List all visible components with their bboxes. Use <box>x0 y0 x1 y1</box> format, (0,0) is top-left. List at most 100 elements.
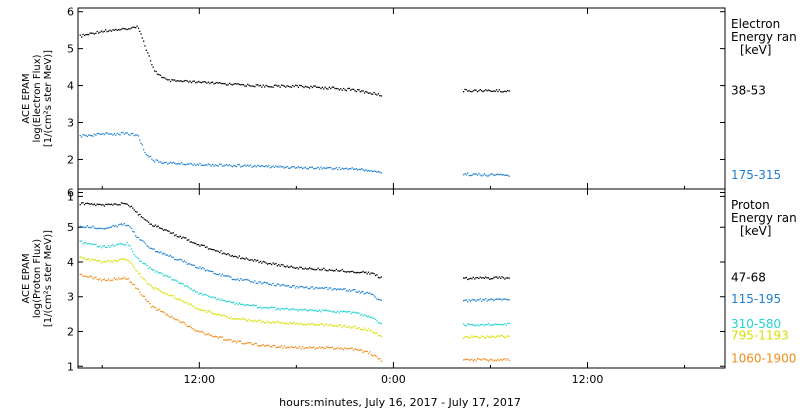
data-point <box>300 323 302 325</box>
data-point <box>370 329 372 331</box>
data-point <box>482 298 484 301</box>
data-point <box>165 78 167 80</box>
data-point <box>344 310 346 313</box>
data-point <box>314 324 316 326</box>
data-point <box>286 307 288 310</box>
data-point <box>165 314 167 316</box>
data-point <box>79 225 81 227</box>
data-point <box>230 276 232 278</box>
data-point <box>486 277 488 279</box>
data-point <box>212 271 214 273</box>
data-point <box>98 132 100 135</box>
data-point <box>258 319 260 321</box>
data-point <box>127 133 130 136</box>
data-point <box>158 272 161 274</box>
data-point <box>174 296 176 299</box>
data-point <box>266 85 269 87</box>
data-point <box>276 85 278 87</box>
data-point <box>136 270 138 272</box>
data-point <box>86 33 88 36</box>
data-point <box>234 82 236 85</box>
data-point <box>278 346 280 348</box>
data-point <box>207 270 210 272</box>
data-point <box>160 251 162 253</box>
data-point <box>175 258 177 261</box>
data-point <box>125 243 127 246</box>
data-point <box>282 166 284 168</box>
data-point <box>130 248 133 250</box>
proton-plot-frame <box>77 188 726 369</box>
data-point <box>240 318 242 321</box>
data-point <box>244 304 246 307</box>
data-point <box>145 153 147 156</box>
data-point <box>154 224 157 226</box>
data-point <box>172 232 174 234</box>
data-point <box>130 205 133 207</box>
data-point <box>500 91 502 93</box>
data-point <box>317 267 319 269</box>
data-point <box>475 300 477 302</box>
data-point <box>79 240 81 242</box>
data-point <box>161 76 163 79</box>
data-point <box>122 202 124 204</box>
data-point <box>309 346 311 348</box>
data-point <box>189 241 191 243</box>
data-point <box>109 246 111 248</box>
data-point <box>361 328 363 331</box>
data-point <box>234 165 236 167</box>
data-point <box>302 286 304 288</box>
data-point <box>338 89 340 91</box>
data-point <box>493 335 495 338</box>
data-point <box>337 310 339 312</box>
data-point <box>108 30 110 32</box>
data-point <box>248 279 250 282</box>
data-point <box>88 33 90 36</box>
data-point <box>497 173 499 175</box>
data-point <box>316 286 318 289</box>
data-point <box>235 165 238 168</box>
data-point <box>132 207 134 209</box>
data-point <box>269 167 271 169</box>
data-point <box>242 257 245 260</box>
data-point <box>147 246 150 248</box>
data-point <box>331 168 333 170</box>
data-point <box>248 165 250 167</box>
data-point <box>259 165 262 168</box>
data-point <box>237 83 239 85</box>
proton-y-tick-label: 2 <box>67 326 74 339</box>
data-point <box>116 243 118 245</box>
data-point <box>313 346 315 348</box>
data-point <box>257 282 259 284</box>
data-point <box>147 52 149 54</box>
data-point <box>269 346 271 348</box>
data-point <box>494 337 496 339</box>
data-point <box>202 164 204 167</box>
data-point <box>113 225 115 227</box>
data-point <box>193 289 195 291</box>
data-point <box>280 284 283 286</box>
data-point <box>476 299 479 301</box>
data-point <box>224 300 226 302</box>
data-point <box>213 336 215 338</box>
data-point <box>202 244 204 246</box>
data-point <box>172 279 174 281</box>
data-point <box>88 258 90 260</box>
data-point <box>351 88 353 90</box>
proton-legend-title: Proton <box>731 198 770 212</box>
data-point <box>228 254 231 256</box>
data-point <box>230 301 232 303</box>
data-point <box>283 284 285 286</box>
data-point <box>252 344 255 346</box>
data-point <box>103 30 105 33</box>
data-point <box>265 262 267 264</box>
data-point <box>504 336 506 339</box>
data-point <box>307 168 309 170</box>
data-point <box>86 276 88 278</box>
data-point <box>361 168 363 170</box>
data-point <box>146 220 148 222</box>
data-point <box>481 277 483 279</box>
data-point <box>142 217 144 219</box>
data-point <box>158 289 161 291</box>
data-point <box>481 324 483 326</box>
data-point <box>137 236 140 239</box>
